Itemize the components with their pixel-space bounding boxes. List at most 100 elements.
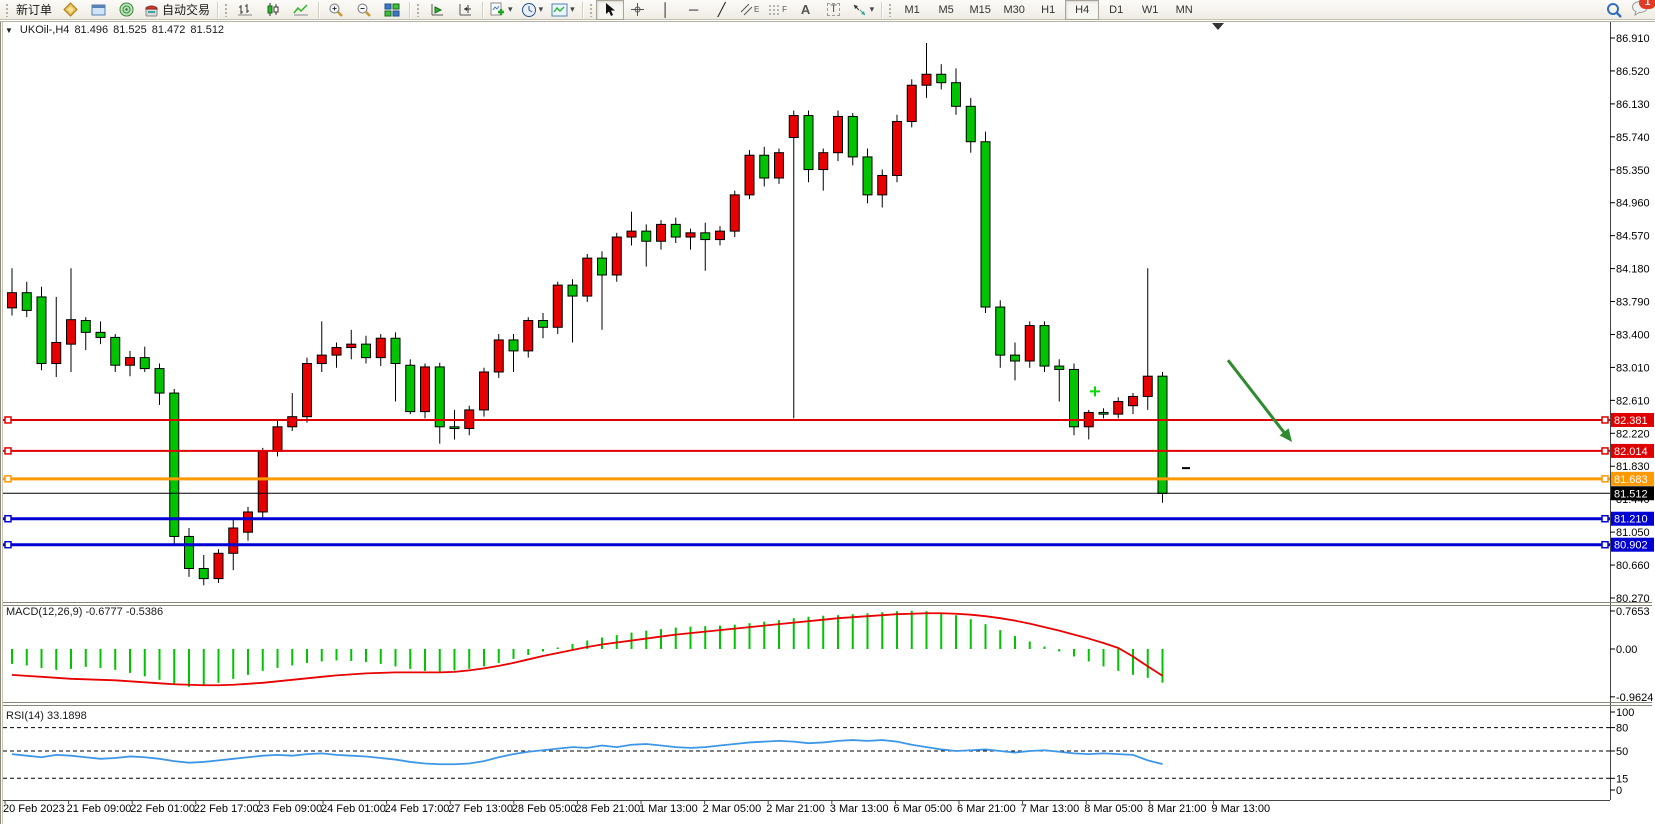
collapse-chevron-icon[interactable]: ▼: [5, 25, 13, 35]
timeframe-button-H1[interactable]: H1: [1041, 3, 1056, 16]
line-handle[interactable]: [1601, 475, 1609, 483]
indicators-add-button[interactable]: ▾: [486, 0, 517, 20]
price-tick-label: 85.740: [1616, 132, 1650, 144]
timeframe-button-M5[interactable]: M5: [938, 3, 954, 16]
line-handle[interactable]: [4, 514, 12, 523]
candle: [1083, 409, 1094, 440]
horizontal-line-button[interactable]: ─: [680, 0, 708, 20]
symbol-period-label: UKOil-,H4: [19, 24, 70, 36]
rsi-axis[interactable]: 100 80 50 150: [1610, 707, 1634, 797]
templates-button[interactable]: ▾: [547, 0, 579, 20]
candle: [980, 131, 991, 313]
timeframe-toolbar: M1 M5 M15 M30 H1 H4 D1 W1 MN: [895, 0, 1201, 20]
macd-axis[interactable]: 0.7653 0.00 -0.9624: [1610, 606, 1653, 704]
macd-indicator-label: MACD(12,26,9) -0.6777 -0.5386: [6, 606, 164, 618]
toolbar-separator: [318, 1, 320, 18]
candle: [169, 388, 180, 545]
horizontal-line-82.014[interactable]: [3, 447, 1610, 455]
time-tick-label: 6 Mar 05:00: [893, 803, 952, 815]
autotrading-label: 自动交易: [162, 3, 211, 17]
timeframe-button-W1[interactable]: W1: [1141, 3, 1159, 16]
cross-marker: [1090, 386, 1100, 397]
toolbar-drag-handle[interactable]: [888, 2, 893, 17]
crosshair-button[interactable]: [624, 0, 652, 20]
candle: [685, 228, 696, 250]
line-chart-icon[interactable]: [287, 0, 315, 20]
line-handle[interactable]: [4, 540, 12, 549]
tile-windows-icon[interactable]: [378, 0, 406, 20]
candle: [656, 220, 666, 250]
trend-line-button[interactable]: ╱: [708, 0, 736, 20]
autotrading-button[interactable]: 自动交易: [140, 0, 214, 20]
line-handle[interactable]: [1601, 416, 1609, 424]
time-tick-label: 6 Mar 21:00: [957, 803, 1016, 815]
horizontal-line-82.381[interactable]: [3, 416, 1610, 424]
arrows-button[interactable]: ▾: [848, 0, 879, 20]
candle: [833, 110, 843, 162]
price-tag-81.683: 81.683: [1611, 471, 1654, 486]
horizontal-line-80.902[interactable]: [3, 540, 1610, 549]
search-icon[interactable]: [1606, 2, 1623, 19]
radar-icon[interactable]: [112, 0, 140, 20]
periods-clock-button[interactable]: ▾: [517, 0, 548, 20]
toolbar-drag-handle[interactable]: [416, 2, 421, 17]
candle: [1128, 393, 1138, 415]
candlestick-icon[interactable]: [259, 0, 287, 20]
candle: [759, 146, 770, 187]
line-handle[interactable]: [1601, 514, 1609, 523]
price-tick-label: 81.050: [1616, 527, 1650, 539]
line-handle[interactable]: [4, 447, 12, 455]
candle: [243, 506, 253, 541]
line-handle[interactable]: [1601, 447, 1609, 455]
auto-scroll-icon[interactable]: [423, 0, 451, 20]
timeframe-button-M1[interactable]: M1: [904, 3, 920, 16]
candle: [198, 554, 209, 586]
timeframe-button-MN[interactable]: MN: [1175, 3, 1193, 16]
main-macd-separator[interactable]: [3, 602, 1652, 606]
fibo-letter: F: [782, 5, 788, 14]
chart-canvas[interactable]: 86.910 86.520 86.130 85.740 85.350 84.960 84.5…: [0, 20, 1655, 824]
fibonacci-button[interactable]: F: [764, 0, 792, 20]
toolbar-drag-handle[interactable]: [588, 2, 593, 17]
cursor-button[interactable]: [595, 0, 624, 20]
candle: [66, 268, 76, 372]
text-label-button[interactable]: T: [820, 0, 848, 20]
horizontal-line-81.210[interactable]: [3, 514, 1610, 523]
vertical-line-button[interactable]: │: [652, 0, 680, 20]
candle: [287, 393, 298, 432]
text-button[interactable]: A: [792, 0, 820, 20]
candle: [877, 169, 888, 208]
rsi-tick-label: 80: [1616, 723, 1628, 735]
window-icon[interactable]: [84, 0, 112, 20]
horizontal-line-81.683[interactable]: [3, 475, 1610, 483]
candle: [434, 362, 445, 444]
line-handle[interactable]: [4, 416, 12, 424]
macd-tick-label: 0.7653: [1616, 606, 1650, 618]
line-handle[interactable]: [1601, 540, 1609, 549]
new-order-button[interactable]: 新订单: [12, 0, 56, 20]
chart-shift-marker[interactable]: [1212, 23, 1224, 30]
notifications-button[interactable]: 1: [1631, 0, 1655, 21]
zoom-in-icon[interactable]: [322, 0, 350, 20]
candle: [1039, 321, 1050, 372]
candle: [921, 43, 932, 98]
timeframe-button-D1[interactable]: D1: [1109, 3, 1124, 16]
arrow-object[interactable]: [1226, 359, 1292, 442]
equidistant-channel-button[interactable]: E: [736, 0, 764, 20]
bar-chart-icon[interactable]: [231, 0, 259, 20]
timeframe-button-M15[interactable]: M15: [969, 3, 991, 16]
chart-shift-icon[interactable]: [451, 0, 479, 20]
macd-rsi-separator[interactable]: [3, 702, 1652, 706]
toolbar-drag-handle[interactable]: [224, 2, 229, 17]
candle: [420, 363, 430, 419]
line-handle[interactable]: [4, 475, 12, 483]
toolbar-separator: [581, 1, 583, 18]
gold-seal-icon[interactable]: [56, 0, 84, 20]
timeframe-button-H4[interactable]: H4: [1065, 0, 1100, 20]
timeframe-button-M30[interactable]: M30: [1003, 3, 1025, 16]
zoom-out-icon[interactable]: [350, 0, 378, 20]
toolbar-drag-handle[interactable]: [5, 2, 9, 17]
candle: [774, 148, 784, 184]
price-tick-label: 84.180: [1616, 264, 1650, 276]
